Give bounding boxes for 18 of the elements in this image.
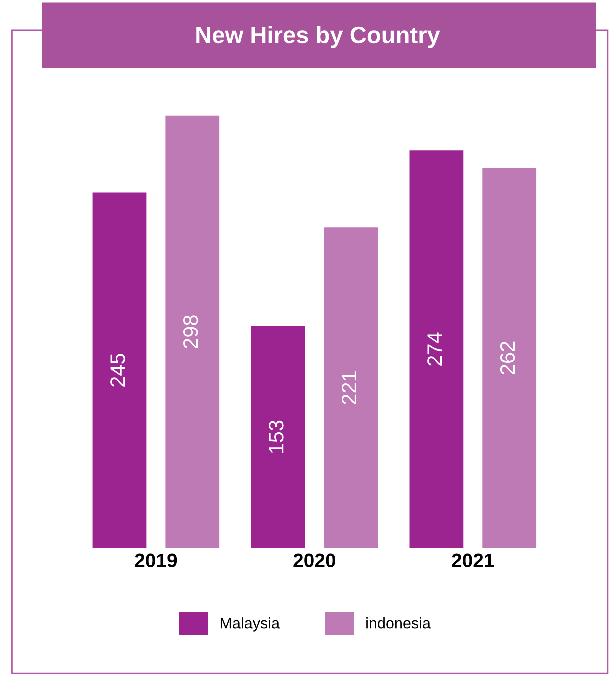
bar [92,192,147,548]
data-label: 221 [342,372,356,404]
chart-title: New Hires by Country [196,26,440,48]
legend-label: indonesia [366,618,431,629]
data-label: 262 [500,342,516,375]
data-label: 298 [183,316,198,348]
bar [410,150,464,548]
x-tick-label: 2019 [135,554,178,568]
bar [251,326,306,548]
x-tick-label: 2020 [294,554,336,568]
data-label: 153 [269,420,284,454]
bar [324,228,378,548]
bar [482,168,537,548]
x-tick-label: 2021 [452,554,494,568]
data-label: 274 [428,332,442,366]
bar [166,116,220,548]
data-label: 245 [110,354,126,387]
legend-label: Malaysia [220,618,280,632]
